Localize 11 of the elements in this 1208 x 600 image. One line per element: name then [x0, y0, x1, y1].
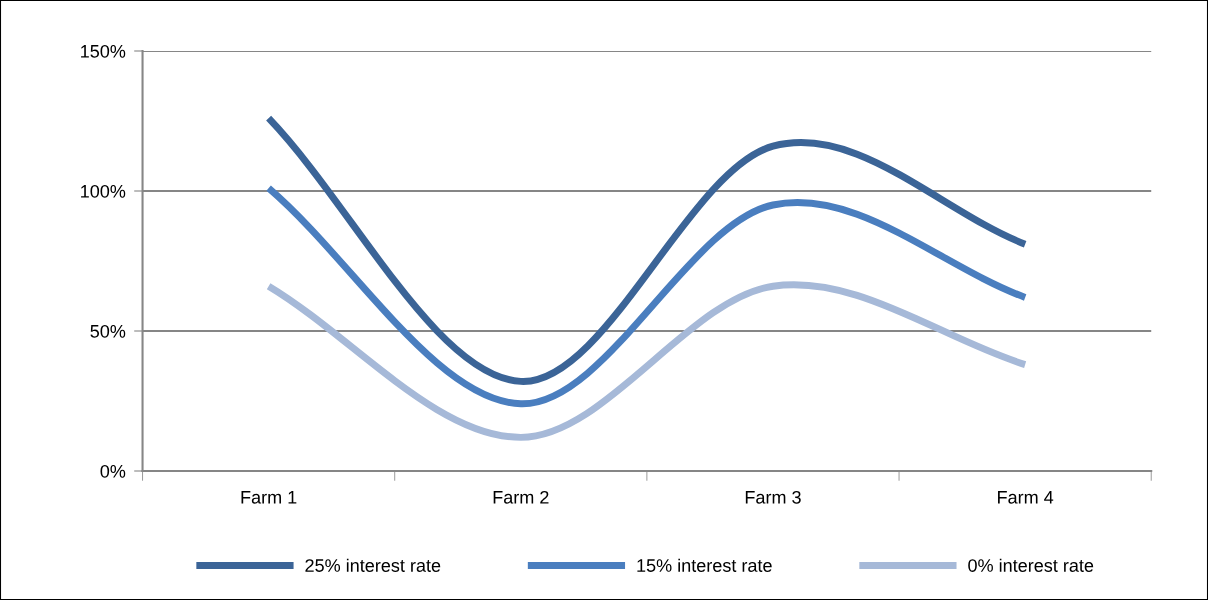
x-tick-label: Farm 4: [998, 491, 1054, 504]
legend-label: 25% interest rate: [305, 558, 441, 572]
legend-label: 0% interest rate: [968, 558, 1094, 572]
y-tick-label: 150%: [81, 44, 126, 58]
y-tick-label: 100%: [81, 184, 126, 198]
legend-label: 15% interest rate: [637, 558, 772, 572]
x-tick-label: Farm 2: [493, 490, 549, 504]
y-tick-label: 0%: [100, 464, 126, 478]
x-tick-label: Farm 3: [745, 490, 801, 504]
x-tick-label: Farm 1: [241, 491, 297, 504]
y-tick-label: 50%: [90, 324, 126, 338]
